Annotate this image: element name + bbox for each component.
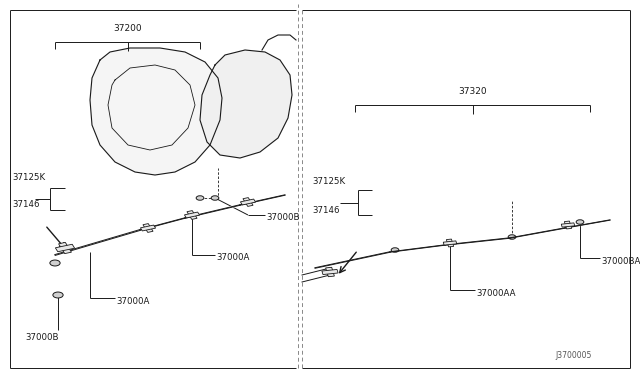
- Polygon shape: [240, 195, 285, 205]
- Polygon shape: [315, 252, 390, 268]
- Text: 37000B: 37000B: [25, 334, 58, 343]
- Text: 37200: 37200: [113, 24, 142, 33]
- Polygon shape: [55, 244, 75, 252]
- Polygon shape: [140, 225, 156, 231]
- Polygon shape: [185, 205, 240, 218]
- Polygon shape: [200, 50, 292, 158]
- Polygon shape: [241, 199, 255, 205]
- Text: 37146: 37146: [312, 205, 339, 215]
- Polygon shape: [184, 212, 200, 218]
- Polygon shape: [564, 221, 572, 229]
- Text: 37000A: 37000A: [216, 253, 250, 263]
- Circle shape: [508, 235, 516, 239]
- Circle shape: [196, 196, 204, 200]
- Polygon shape: [446, 239, 454, 247]
- Polygon shape: [187, 211, 197, 219]
- Text: 37000BA: 37000BA: [601, 257, 640, 266]
- Text: 37125K: 37125K: [12, 173, 45, 183]
- Polygon shape: [322, 269, 338, 275]
- Circle shape: [576, 220, 584, 224]
- Polygon shape: [561, 223, 575, 227]
- Polygon shape: [59, 243, 72, 254]
- Text: 37000A: 37000A: [116, 298, 149, 307]
- Polygon shape: [565, 220, 610, 228]
- Text: J3700005: J3700005: [555, 350, 591, 359]
- Text: 37320: 37320: [458, 87, 487, 96]
- Polygon shape: [55, 230, 140, 256]
- Polygon shape: [445, 238, 510, 245]
- Text: 37000AA: 37000AA: [476, 289, 515, 298]
- Circle shape: [211, 196, 219, 200]
- Circle shape: [50, 260, 60, 266]
- Polygon shape: [243, 198, 253, 206]
- Polygon shape: [444, 241, 457, 245]
- Polygon shape: [326, 267, 334, 277]
- Circle shape: [391, 248, 399, 252]
- Polygon shape: [390, 245, 445, 252]
- Text: 37125K: 37125K: [312, 177, 345, 186]
- Polygon shape: [143, 224, 153, 232]
- Text: 37146: 37146: [12, 201, 40, 209]
- Polygon shape: [90, 48, 222, 175]
- Polygon shape: [140, 218, 185, 230]
- Circle shape: [53, 292, 63, 298]
- Text: 37000B: 37000B: [266, 214, 300, 222]
- Polygon shape: [510, 228, 565, 238]
